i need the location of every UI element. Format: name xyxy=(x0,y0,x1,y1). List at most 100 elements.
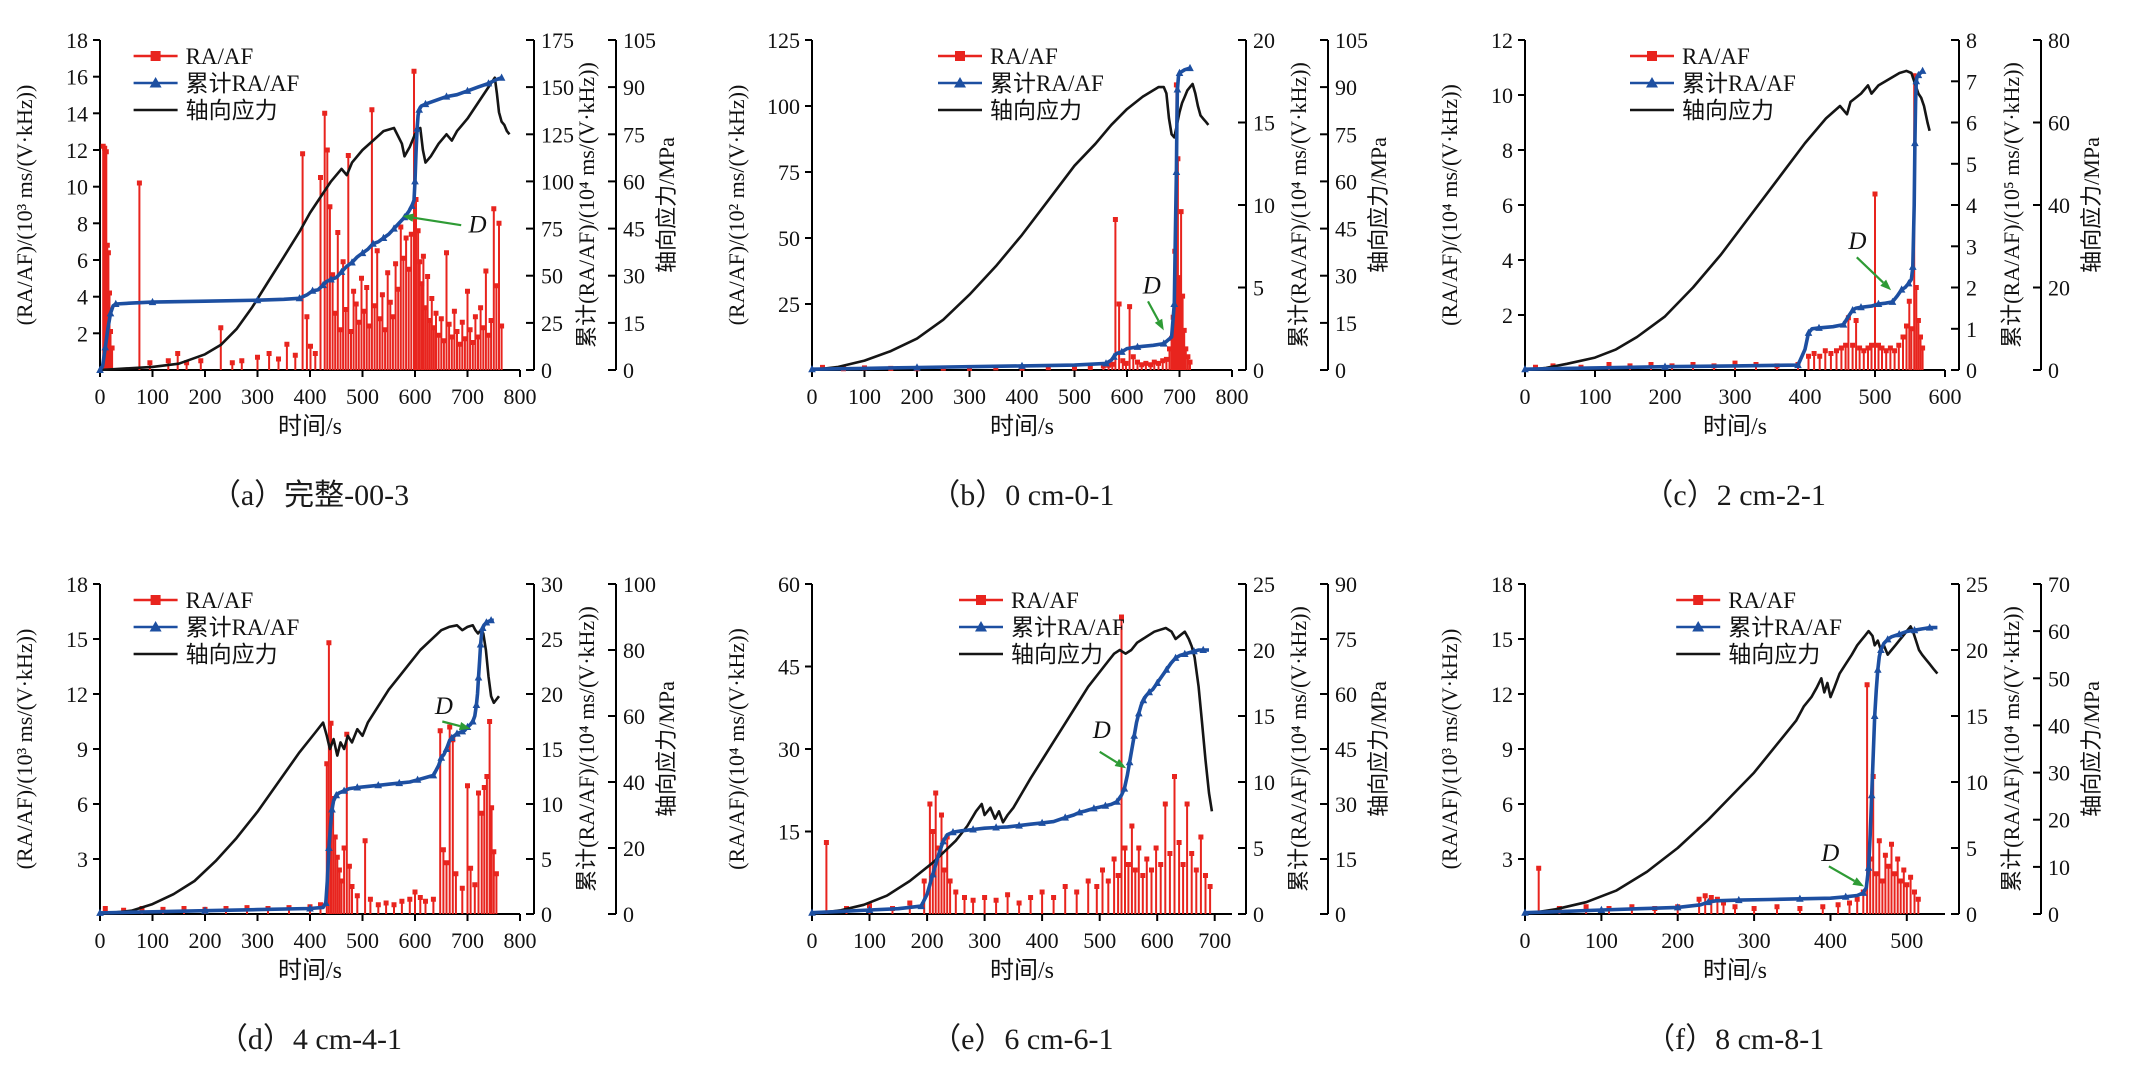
svg-text:(RA/AF)/(10³ ms/(V·kHz)): (RA/AF)/(10³ ms/(V·kHz)) xyxy=(12,85,37,326)
svg-text:轴向应力: 轴向应力 xyxy=(1728,642,1820,667)
svg-text:105: 105 xyxy=(623,28,656,53)
svg-text:0: 0 xyxy=(1519,928,1530,953)
svg-text:25: 25 xyxy=(541,627,563,652)
svg-text:0: 0 xyxy=(95,384,106,409)
subplot-caption-c: （c）2 cm-2-1 xyxy=(1643,479,1826,512)
svg-text:400: 400 xyxy=(1006,384,1039,409)
svg-text:600: 600 xyxy=(399,384,432,409)
svg-text:累计(RA/AF)/(10⁵ ms/(V·kHz)): 累计(RA/AF)/(10⁵ ms/(V·kHz)) xyxy=(1999,62,2024,348)
svg-text:时间/s: 时间/s xyxy=(278,957,342,984)
svg-text:150: 150 xyxy=(541,75,574,100)
svg-text:30: 30 xyxy=(1335,792,1357,817)
svg-text:25: 25 xyxy=(541,311,563,336)
svg-text:D: D xyxy=(434,693,453,720)
svg-text:12: 12 xyxy=(1491,682,1513,707)
svg-text:3: 3 xyxy=(1502,847,1513,872)
svg-text:轴向应力/MPa: 轴向应力/MPa xyxy=(1366,680,1391,816)
svg-text:8: 8 xyxy=(1502,138,1513,163)
svg-text:300: 300 xyxy=(1737,928,1770,953)
svg-text:500: 500 xyxy=(1084,928,1117,953)
svg-text:(RA/AF)/(10⁴ ms/(V·kHz)): (RA/AF)/(10⁴ ms/(V·kHz)) xyxy=(724,628,749,870)
svg-text:0: 0 xyxy=(807,928,818,953)
svg-text:60: 60 xyxy=(1335,682,1357,707)
svg-text:400: 400 xyxy=(1788,384,1821,409)
svg-text:16: 16 xyxy=(66,65,88,90)
svg-text:75: 75 xyxy=(1335,122,1357,147)
svg-text:15: 15 xyxy=(1335,311,1357,336)
svg-text:(RA/AF)/(10⁴ ms/(V·kHz)): (RA/AF)/(10⁴ ms/(V·kHz)) xyxy=(1437,84,1462,326)
svg-text:轴向应力: 轴向应力 xyxy=(1011,642,1103,667)
svg-text:100: 100 xyxy=(136,384,169,409)
svg-text:0: 0 xyxy=(1966,358,1977,383)
svg-text:5: 5 xyxy=(1966,152,1977,177)
svg-text:轴向应力/MPa: 轴向应力/MPa xyxy=(654,137,679,273)
svg-text:300: 300 xyxy=(241,928,274,953)
svg-text:80: 80 xyxy=(2048,28,2070,53)
subplot-a: 2 4 6 8 10 12 14 16 18 0 100 200 300 400 500 600 700 800 时… xyxy=(0,0,712,544)
svg-text:10: 10 xyxy=(2048,854,2070,879)
svg-text:3: 3 xyxy=(77,847,88,872)
subplot-caption-e: （e）6 cm-6-1 xyxy=(931,1022,1114,1056)
svg-text:RA/AF: RA/AF xyxy=(1011,588,1079,613)
svg-text:80: 80 xyxy=(623,638,645,663)
subplot-b: 25 50 75 100 125 0 100 200 300 400 500 600 700 800 时间/… xyxy=(712,0,1424,544)
svg-text:2: 2 xyxy=(1502,303,1513,328)
svg-text:800: 800 xyxy=(504,384,537,409)
svg-text:时间/s: 时间/s xyxy=(1703,957,1767,984)
subplot-e: 15 30 45 60 0 100 200 300 400 500 600 700 时间/s (RA/AF… xyxy=(712,544,1424,1087)
svg-text:40: 40 xyxy=(623,770,645,795)
svg-text:60: 60 xyxy=(2048,619,2070,644)
svg-text:800: 800 xyxy=(1216,384,1249,409)
svg-text:14: 14 xyxy=(66,101,88,126)
svg-text:100: 100 xyxy=(136,928,169,953)
svg-text:25: 25 xyxy=(778,292,800,317)
svg-text:4: 4 xyxy=(77,285,88,310)
svg-text:60: 60 xyxy=(2048,111,2070,136)
svg-text:200: 200 xyxy=(189,928,222,953)
svg-text:0: 0 xyxy=(2048,358,2059,383)
svg-text:125: 125 xyxy=(767,28,800,53)
svg-text:300: 300 xyxy=(241,384,274,409)
svg-text:45: 45 xyxy=(1335,217,1357,242)
svg-text:100: 100 xyxy=(541,169,574,194)
svg-text:6: 6 xyxy=(1502,193,1513,218)
svg-text:2: 2 xyxy=(77,321,88,346)
svg-text:0: 0 xyxy=(95,928,106,953)
svg-text:D: D xyxy=(1820,839,1839,866)
svg-text:10: 10 xyxy=(541,792,563,817)
svg-text:18: 18 xyxy=(66,28,88,53)
svg-text:D: D xyxy=(1092,717,1111,744)
svg-text:累计(RA/AF)/(10⁴ ms/(V·kHz)): 累计(RA/AF)/(10⁴ ms/(V·kHz)) xyxy=(1999,606,2024,892)
svg-text:(RA/AF)/(10² ms/(V·kHz)): (RA/AF)/(10² ms/(V·kHz)) xyxy=(724,85,749,326)
svg-text:600: 600 xyxy=(399,928,432,953)
svg-text:500: 500 xyxy=(1058,384,1091,409)
svg-text:累计RA/AF: 累计RA/AF xyxy=(990,71,1104,96)
svg-text:30: 30 xyxy=(1335,264,1357,289)
svg-text:60: 60 xyxy=(778,572,800,597)
svg-text:8: 8 xyxy=(1966,28,1977,53)
svg-text:100: 100 xyxy=(623,572,656,597)
svg-text:5: 5 xyxy=(1253,836,1264,861)
svg-text:20: 20 xyxy=(1966,638,1988,663)
svg-text:4: 4 xyxy=(1966,193,1977,218)
svg-text:700: 700 xyxy=(1163,384,1196,409)
svg-text:5: 5 xyxy=(1966,836,1977,861)
svg-text:RA/AF: RA/AF xyxy=(186,588,254,613)
svg-text:600: 600 xyxy=(1111,384,1144,409)
svg-text:D: D xyxy=(1142,272,1161,299)
svg-text:累计RA/AF: 累计RA/AF xyxy=(1011,615,1125,640)
svg-text:0: 0 xyxy=(541,902,552,927)
svg-text:6: 6 xyxy=(1966,111,1977,136)
svg-text:45: 45 xyxy=(1335,737,1357,762)
subplot-caption-f: （f）8 cm-8-1 xyxy=(1645,1022,1825,1056)
svg-text:500: 500 xyxy=(1858,384,1891,409)
svg-text:轴向应力: 轴向应力 xyxy=(990,98,1082,123)
svg-text:60: 60 xyxy=(1335,169,1357,194)
svg-text:400: 400 xyxy=(294,384,327,409)
svg-text:8: 8 xyxy=(77,211,88,236)
svg-text:累计(RA/AF)/(10⁴ ms/(V·kHz)): 累计(RA/AF)/(10⁴ ms/(V·kHz)) xyxy=(574,606,599,892)
